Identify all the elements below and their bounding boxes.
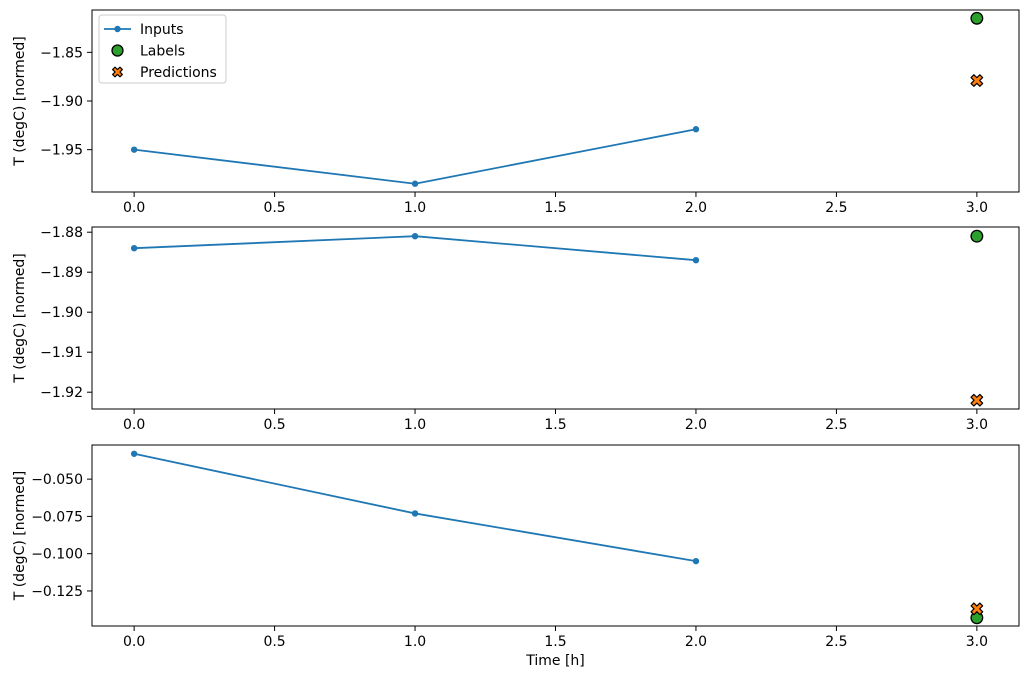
legend-inputs-dot-sample: [114, 25, 121, 33]
y-axis-label: T (degC) [normed]: [12, 471, 28, 602]
x-tick-label: 1.0: [404, 634, 426, 650]
x-tick-label: 1.0: [404, 200, 426, 216]
labels-circle-marker: [970, 229, 984, 243]
y-tick-label: −0.100: [31, 547, 83, 563]
axes-frame: [91, 444, 1020, 627]
inputs-point-marker: [411, 510, 419, 517]
x-tick-label: 3.0: [966, 417, 988, 433]
y-tick-label: −0.125: [31, 584, 83, 600]
x-tick-label: 2.5: [825, 417, 847, 433]
x-tick-label: 2.0: [685, 634, 707, 650]
y-axis-label: T (degC) [normed]: [12, 36, 28, 167]
x-tick-label: 0.0: [123, 200, 145, 216]
legend: Inputs Labels Predictions: [98, 14, 227, 84]
x-tick-label: 0.5: [263, 200, 285, 216]
y-tick-label: −1.92: [40, 385, 83, 401]
legend-frame: [98, 14, 227, 84]
x-tick-label: 3.0: [966, 200, 988, 216]
legend-labels-label: Labels: [140, 44, 185, 60]
x-axis-label: Time [h]: [525, 653, 585, 669]
predictions-x-marker: [970, 74, 984, 87]
x-tick-label: 0.0: [123, 417, 145, 433]
y-tick-label: −0.075: [31, 509, 83, 525]
predictions-x-marker: [970, 602, 984, 616]
x-tick-label: 2.0: [685, 417, 707, 433]
legend-predictions-x-icon: [112, 66, 123, 78]
y-tick-label: −1.88: [40, 225, 83, 241]
y-axis-label: T (degC) [normed]: [12, 253, 28, 384]
inputs-point-marker: [411, 233, 419, 240]
x-tick-label: 3.0: [966, 634, 988, 650]
x-tick-label: 1.5: [544, 634, 566, 650]
y-tick-label: −1.95: [40, 143, 83, 159]
inputs-point-marker: [692, 257, 700, 264]
x-tick-label: 1.5: [544, 417, 566, 433]
x-tick-label: 2.5: [825, 634, 847, 650]
inputs-point-marker: [130, 245, 138, 252]
y-tick-label: −1.85: [40, 45, 83, 61]
labels-circle-marker: [970, 11, 984, 25]
y-tick-label: −1.90: [40, 94, 83, 110]
inputs-point-marker: [130, 146, 138, 153]
legend-labels-circle-icon: [111, 44, 124, 57]
inputs-point-marker: [411, 180, 419, 187]
x-tick-label: 2.5: [825, 200, 847, 216]
axes-frame: [91, 226, 1020, 410]
y-tick-label: −0.050: [31, 472, 83, 488]
panel-1: 0.0 0.5 1.0 1.5 2.0 2.5 3.0 −1.85 −1.90 −1.95 T (d…: [12, 9, 1020, 216]
inputs-point-marker: [692, 126, 700, 133]
legend-inputs-label: Inputs: [140, 22, 184, 38]
panel-3: 0.0 0.5 1.0 1.5 2.0 2.5 3.0 −0.050 −0.075 −0.100 −…: [12, 444, 1020, 669]
panel-2: 0.0 0.5 1.0 1.5 2.0 2.5 3.0 −1.88 −1.89 −1.90 −1.9…: [12, 225, 1020, 433]
x-tick-label: 1.5: [544, 200, 566, 216]
y-tick-label: −1.91: [40, 345, 83, 361]
inputs-point-marker: [130, 450, 138, 457]
x-tick-label: 0.5: [263, 634, 285, 650]
legend-predictions-label: Predictions: [140, 65, 217, 81]
x-tick-label: 1.0: [404, 417, 426, 433]
x-tick-label: 0.5: [263, 417, 285, 433]
x-tick-label: 0.0: [123, 634, 145, 650]
inputs-point-marker: [692, 557, 700, 565]
y-tick-label: −1.89: [40, 265, 83, 281]
y-tick-label: −1.90: [40, 305, 83, 321]
predictions-x-marker: [970, 393, 984, 407]
axes-frame: [91, 9, 1020, 193]
x-tick-label: 2.0: [685, 200, 707, 216]
